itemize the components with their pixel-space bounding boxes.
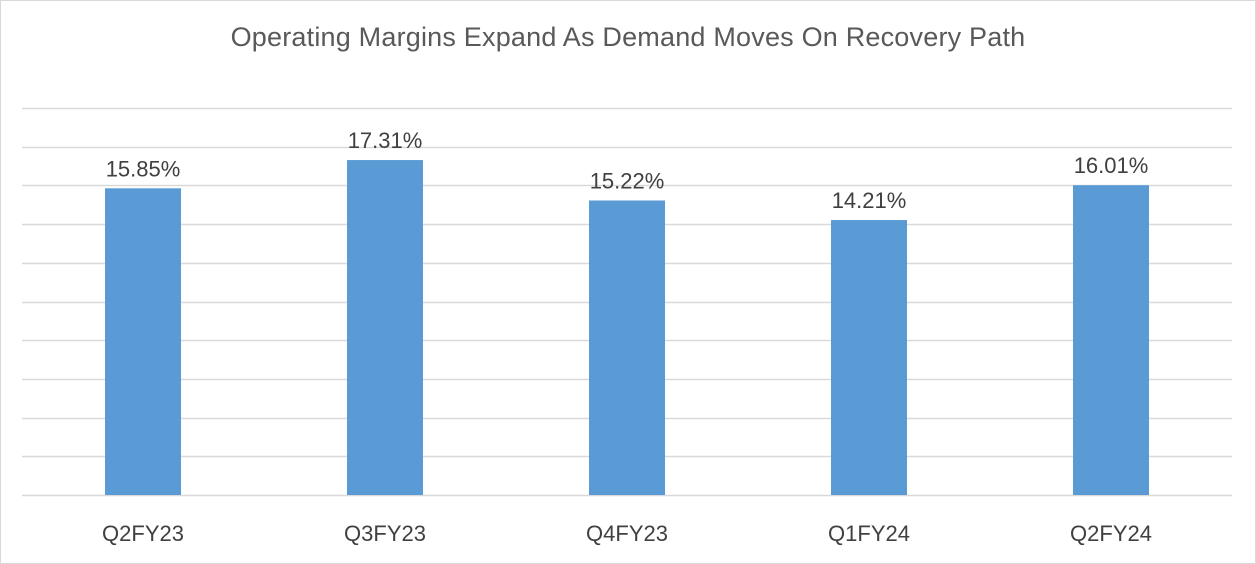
x-tick-q2fy23: Q2FY23 xyxy=(102,521,184,546)
data-label-q2fy23: 15.85% xyxy=(106,156,181,181)
bar-q1fy24 xyxy=(831,220,907,495)
x-tick-q4fy23: Q4FY23 xyxy=(586,521,668,546)
data-labels: 15.85% 17.31% 15.22% 14.21% 16.01% xyxy=(106,128,1149,213)
bar-q3fy23 xyxy=(347,160,423,495)
data-label-q4fy23: 15.22% xyxy=(590,168,665,193)
data-label-q3fy23: 17.31% xyxy=(348,128,423,153)
bars xyxy=(105,160,1149,496)
data-label-q2fy24: 16.01% xyxy=(1074,153,1149,178)
x-tick-q1fy24: Q1FY24 xyxy=(828,521,910,546)
bar-q4fy23 xyxy=(589,200,665,496)
x-tick-q3fy23: Q3FY23 xyxy=(344,521,426,546)
bar-q2fy23 xyxy=(105,188,181,496)
x-tick-q2fy24: Q2FY24 xyxy=(1070,521,1152,546)
bar-q2fy24 xyxy=(1073,185,1149,496)
x-axis-tick-labels: Q2FY23 Q3FY23 Q4FY23 Q1FY24 Q2FY24 xyxy=(102,521,1152,546)
data-label-q1fy24: 14.21% xyxy=(832,188,907,213)
chart-title: Operating Margins Expand As Demand Moves… xyxy=(230,22,1026,52)
